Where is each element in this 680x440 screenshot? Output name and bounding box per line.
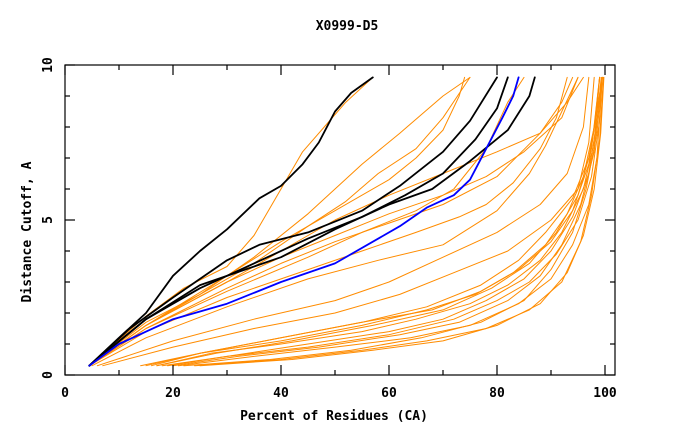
series-line-black-1 bbox=[88, 76, 374, 367]
chart-title: X0999-D5 bbox=[316, 19, 379, 34]
series-line-orange-20 bbox=[172, 76, 602, 367]
series-line-orange-12 bbox=[102, 76, 595, 367]
series-line-orange-1 bbox=[88, 76, 374, 367]
series-line-orange-15 bbox=[150, 76, 603, 367]
series-line-orange-18 bbox=[161, 76, 603, 367]
series-line-orange-22 bbox=[183, 76, 603, 367]
series-line-orange-9 bbox=[88, 76, 568, 367]
x-tick-label: 80 bbox=[489, 386, 505, 401]
series-line-orange-4 bbox=[88, 76, 466, 367]
series-line-orange-14 bbox=[145, 76, 601, 367]
series-line-orange-8 bbox=[88, 76, 525, 367]
series-line-black-4 bbox=[88, 76, 536, 367]
y-tick-label: 5 bbox=[41, 216, 56, 224]
series-line-orange-19 bbox=[167, 76, 603, 367]
series-line-orange-2 bbox=[88, 76, 471, 367]
x-tick-label: 40 bbox=[273, 386, 289, 401]
series-line-orange-11 bbox=[96, 76, 590, 367]
x-tick-label: 60 bbox=[381, 386, 397, 401]
y-tick-label: 10 bbox=[41, 57, 56, 73]
series-line-orange-23 bbox=[194, 76, 604, 367]
series-line-orange-17 bbox=[156, 76, 601, 367]
y-axis-label: Distance Cutoff, A bbox=[20, 161, 35, 302]
tick-labels-layer: 0 20 40 60 80 100 0 5 10 bbox=[41, 57, 617, 401]
x-tick-label: 100 bbox=[593, 386, 617, 401]
ticks-layer bbox=[64, 64, 615, 376]
series-line-orange-7 bbox=[88, 76, 574, 367]
x-tick-label: 0 bbox=[61, 386, 69, 401]
series-line-black-2 bbox=[88, 76, 498, 367]
series-line-orange-10 bbox=[91, 76, 579, 367]
series-line-orange-6 bbox=[88, 76, 579, 367]
x-axis-label: Percent of Residues (CA) bbox=[240, 409, 428, 424]
series-layer bbox=[88, 76, 605, 367]
series-line-orange-24 bbox=[199, 76, 605, 367]
series-line-blue bbox=[88, 76, 520, 367]
y-tick-label: 0 bbox=[41, 371, 56, 379]
series-line-orange-16 bbox=[156, 76, 601, 367]
x-tick-label: 20 bbox=[165, 386, 181, 401]
series-line-orange-3 bbox=[88, 76, 471, 367]
